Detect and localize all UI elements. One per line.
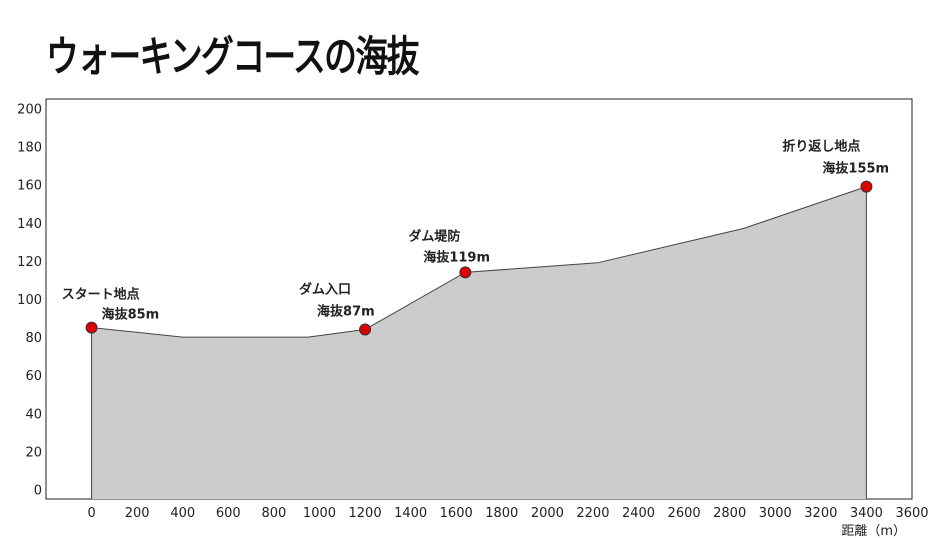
y-tick-label: 120 bbox=[17, 255, 42, 270]
x-tick-label: 2400 bbox=[622, 506, 655, 521]
x-tick-label: 600 bbox=[216, 506, 241, 521]
x-axis-unit-label: 距離（m） bbox=[841, 524, 906, 538]
x-tick-label: 3400 bbox=[850, 506, 883, 521]
annotation-name: 折り返し地点 bbox=[782, 139, 860, 155]
area-layer bbox=[91, 186, 867, 499]
y-tick-label: 40 bbox=[25, 407, 42, 422]
y-tick-labels: 0 20 40 60 80 100 120 140 160 180 200 bbox=[17, 103, 42, 499]
x-tick-label: 3200 bbox=[804, 506, 837, 521]
annotation-name: ダム入口 bbox=[299, 281, 351, 297]
x-tick-label: 1600 bbox=[440, 506, 473, 521]
annotation-elevation: 海抜87m bbox=[317, 303, 375, 319]
x-tick-label: 800 bbox=[261, 506, 286, 521]
y-tick-label: 0 bbox=[34, 483, 42, 498]
x-tick-label: 1400 bbox=[394, 506, 427, 521]
chart-title: ウォーキングコースの海抜 bbox=[46, 32, 419, 81]
x-tick-label: 3000 bbox=[759, 506, 792, 521]
y-tick-label: 20 bbox=[25, 445, 42, 460]
x-tick-label: 3600 bbox=[895, 506, 928, 521]
point-marker bbox=[359, 323, 372, 336]
y-tick-label: 140 bbox=[17, 217, 42, 232]
x-tick-label: 1000 bbox=[303, 506, 336, 521]
y-tick-label: 180 bbox=[17, 141, 42, 156]
markers bbox=[85, 180, 873, 336]
y-tick-label: 200 bbox=[17, 103, 42, 118]
x-tick-label: 2000 bbox=[531, 506, 564, 521]
point-marker bbox=[459, 266, 472, 279]
x-tick-label: 0 bbox=[87, 506, 95, 521]
elevation-line bbox=[91, 186, 867, 338]
point-marker bbox=[85, 321, 98, 334]
annotation-elevation: 海抜85m bbox=[102, 307, 160, 323]
x-tick-label: 2200 bbox=[576, 506, 609, 521]
x-tick-label: 2800 bbox=[713, 506, 746, 521]
x-tick-labels: 0 200 400 600 800 1000 1200 1400 1600 1800 2000 220… bbox=[87, 506, 928, 521]
annotation-name: スタート地点 bbox=[62, 287, 140, 303]
x-tick-label: 1800 bbox=[485, 506, 518, 521]
annotation-elevation: 海抜155m bbox=[822, 161, 889, 177]
y-tick-label: 100 bbox=[17, 293, 42, 308]
annotation-elevation: 海抜119m bbox=[423, 249, 490, 265]
elevation-area bbox=[91, 186, 867, 499]
x-tick-label: 400 bbox=[170, 506, 195, 521]
x-tick-label: 1200 bbox=[349, 506, 382, 521]
x-tick-label: 200 bbox=[125, 506, 150, 521]
y-tick-label: 160 bbox=[17, 179, 42, 194]
annotation-name: ダム堤防 bbox=[408, 228, 460, 244]
y-tick-label: 60 bbox=[25, 369, 42, 384]
point-marker bbox=[860, 180, 873, 193]
y-tick-label: 80 bbox=[25, 331, 42, 346]
x-tick-label: 2600 bbox=[668, 506, 701, 521]
